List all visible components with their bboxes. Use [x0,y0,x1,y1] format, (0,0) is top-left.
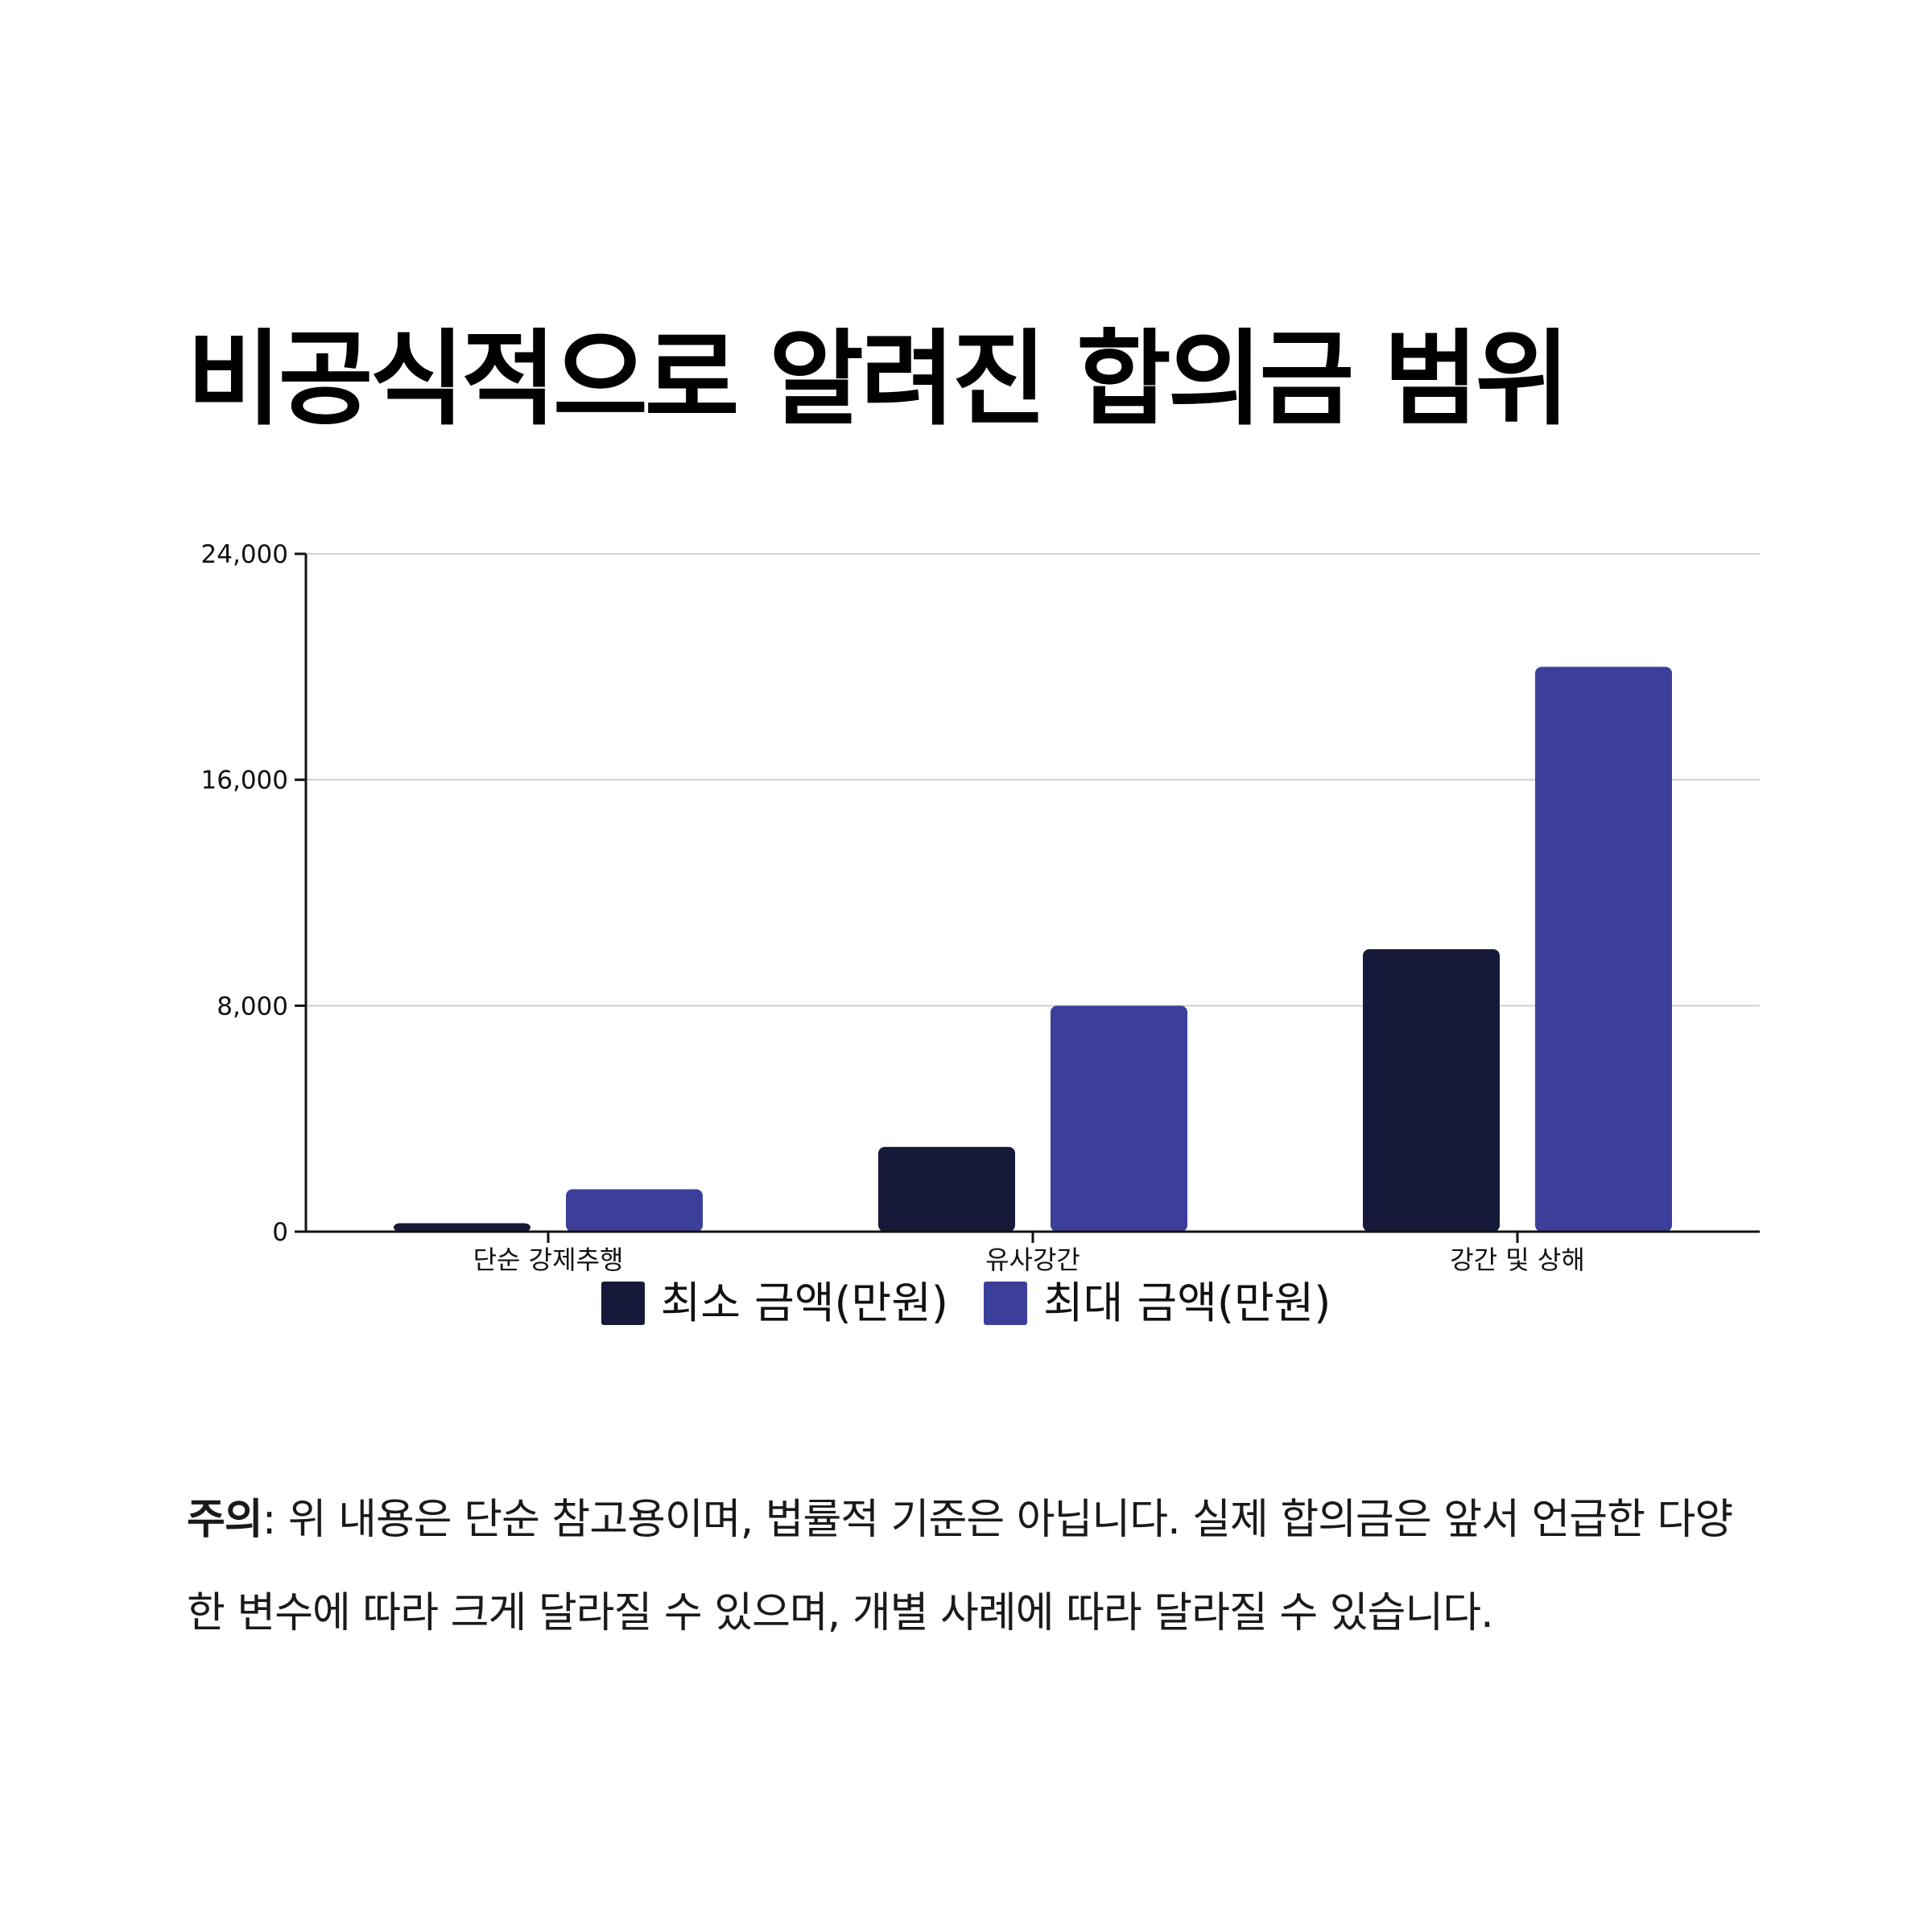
y-tick-label: 16,000 [201,766,288,795]
legend-item-min: 최소 금액(만원) [601,1282,948,1325]
y-tick-label: 0 [272,1218,288,1247]
legend: 최소 금액(만원) 최대 금액(만원) [0,1282,1932,1325]
legend-label-max: 최대 금액(만원) [1043,1278,1331,1328]
note-label: 주의 [187,1496,263,1544]
page-title: 비공식적으로 알려진 합의금 범위 [187,320,1570,440]
bar-min-2 [1363,949,1500,1232]
legend-item-max: 최대 금액(만원) [984,1282,1331,1325]
note-text: : 위 내용은 단순 참고용이며, 법률적 기준은 아닙니다. 실제 합의금은 … [187,1496,1733,1637]
legend-swatch-min [601,1282,645,1325]
bar-max-2 [1535,667,1672,1232]
x-category-label: 단순 강제추행 [473,1245,624,1275]
bar-max-1 [1051,1005,1187,1232]
x-category-label: 강간 및 상해 [1450,1245,1585,1275]
legend-label-min: 최소 금액(만원) [660,1278,948,1328]
grid-lines [306,553,1760,1007]
bar-min-1 [878,1146,1015,1232]
bar-max-0 [566,1189,703,1232]
axis-labels: 0 8,000 16,000 24,000 단순 강제추행 유사강간 강간 및 상해 [201,540,1585,1275]
bars [394,667,1672,1232]
bar-min-0 [394,1223,530,1232]
x-category-label: 유사강간 [985,1245,1080,1275]
disclaimer-note: 주의: 위 내용은 단순 참고용이며, 법률적 기준은 아닙니다. 실제 합의금… [187,1473,1765,1660]
y-tick-label: 24,000 [201,540,288,569]
axes [295,552,1760,1243]
bar-chart: 0 8,000 16,000 24,000 단순 강제추행 유사강간 강간 및 상해 [201,540,1760,1275]
legend-swatch-max [984,1282,1027,1325]
y-tick-label: 8,000 [217,992,288,1021]
